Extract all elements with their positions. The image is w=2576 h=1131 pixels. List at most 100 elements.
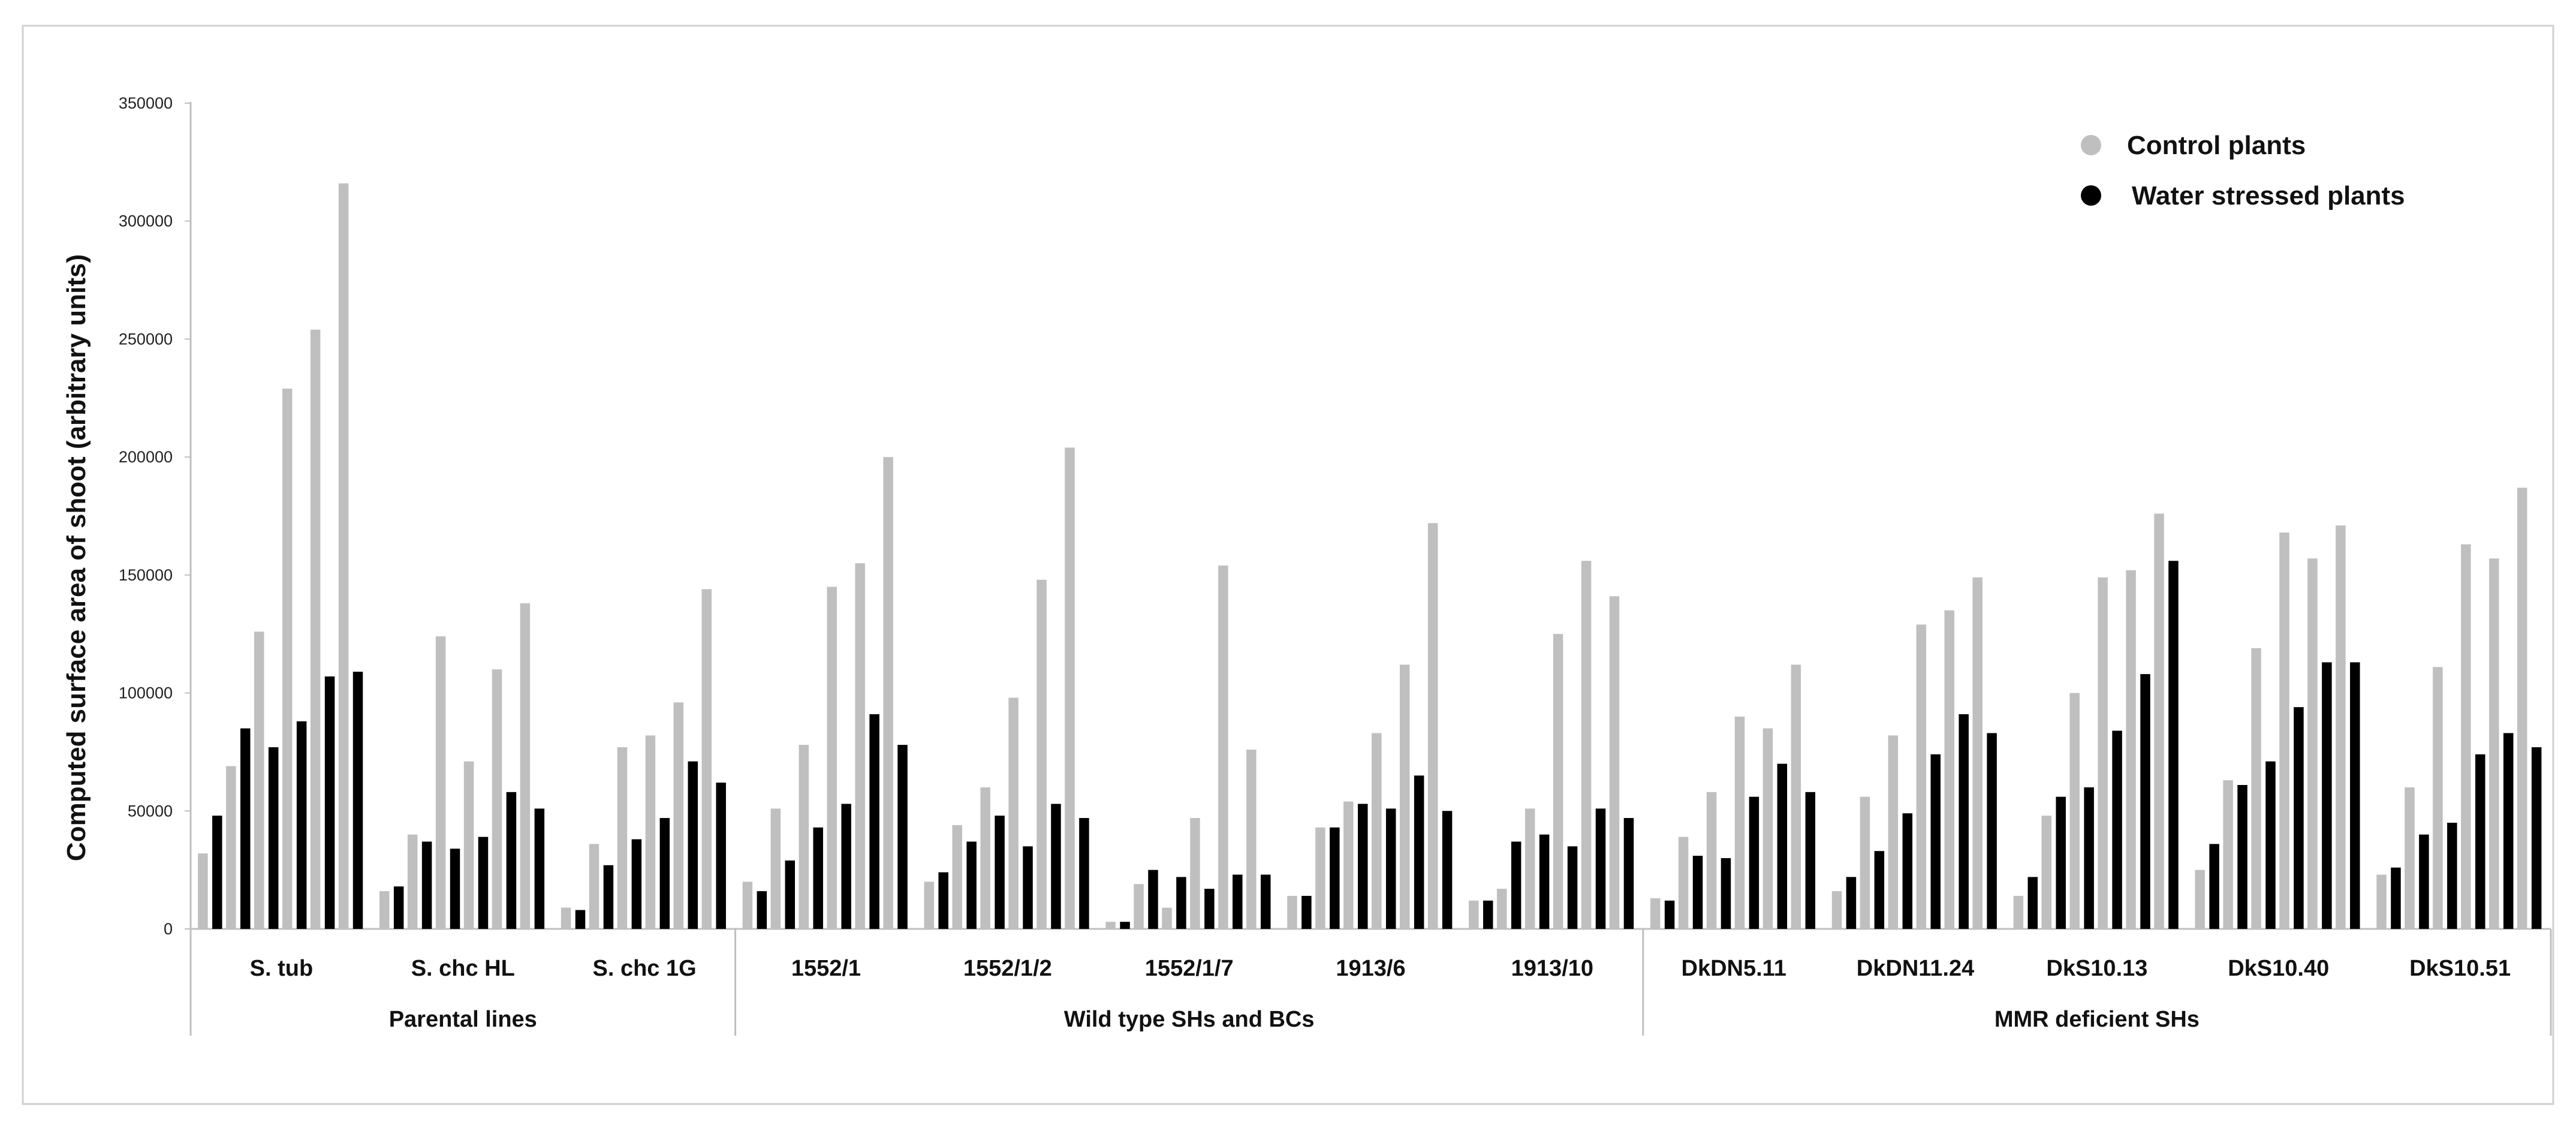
bar-control <box>980 787 990 929</box>
bar-water-stressed <box>1539 834 1550 929</box>
y-tick-label: 300000 <box>119 212 173 230</box>
bar-water-stressed <box>2475 754 2485 929</box>
bar-water-stressed <box>1959 714 1969 929</box>
bar-water-stressed <box>2027 877 2038 929</box>
bar-water-stressed <box>296 721 307 929</box>
bar-control <box>1524 808 1535 929</box>
bar-water-stressed <box>1567 846 1578 929</box>
bar-water-stressed <box>1846 877 1857 929</box>
bar-water-stressed <box>1260 874 1271 929</box>
bar-water-stressed <box>631 839 642 929</box>
category-bars-8 <box>1650 664 1816 929</box>
bar-water-stressed <box>2350 662 2360 929</box>
bar-water-stressed <box>2503 733 2514 929</box>
bar-control <box>561 907 571 929</box>
bar-water-stressed <box>995 816 1005 929</box>
bar-control <box>1734 716 1745 929</box>
bar-water-stressed <box>1664 900 1675 929</box>
bar-water-stressed <box>869 714 879 929</box>
x-category-label: 1913/10 <box>1511 956 1593 981</box>
bar-control <box>1553 634 1563 929</box>
bar-control <box>617 747 628 929</box>
bar-water-stressed <box>1805 792 1816 929</box>
bar-water-stressed <box>1692 856 1703 929</box>
x-axis-labels: S. tub S. chc HL S. chc 1G 1552/1 1552/1/2 15… <box>250 956 2511 1032</box>
bar-control <box>254 631 264 929</box>
bar-water-stressed <box>478 837 489 929</box>
bar-control <box>1343 801 1354 929</box>
bar-control <box>1944 610 1954 929</box>
bar-water-stressed <box>603 865 614 929</box>
x-group-label: MMR deficient SHs <box>1994 1007 2200 1032</box>
bar-water-stressed <box>785 860 796 929</box>
bar-water-stressed <box>2265 761 2276 929</box>
bar-control <box>827 586 837 929</box>
bar-water-stressed <box>1483 900 1493 929</box>
bar-water-stressed <box>1442 811 1453 929</box>
axes: 0 50000 100000 150000 200000 250000 300000 3500… <box>119 94 2552 1036</box>
y-tick-label: 250000 <box>119 330 173 348</box>
x-group-label: Wild type SHs and BCs <box>1064 1007 1315 1032</box>
bar-water-stressed <box>1148 870 1158 929</box>
bar-control <box>1496 889 1507 929</box>
bar-control <box>2195 870 2205 929</box>
bar-control <box>1581 561 1592 929</box>
category-bars-7 <box>1469 561 1634 929</box>
bar-control <box>742 882 753 929</box>
bar-control <box>1134 884 1144 929</box>
bar-control <box>1609 596 1620 929</box>
bar-water-stressed <box>688 761 698 929</box>
bar-control <box>1287 895 1297 929</box>
bar-control <box>1162 907 1172 929</box>
y-tick-label: 100000 <box>119 684 173 702</box>
bar-water-stressed <box>450 849 460 929</box>
bar-water-stressed <box>2322 662 2332 929</box>
x-category-label: 1552/1/7 <box>1145 956 1234 981</box>
x-category-label: 1913/6 <box>1336 956 1405 981</box>
legend-label: Water stressed plants <box>2132 181 2405 210</box>
bar-water-stressed <box>938 872 948 929</box>
bar-control <box>2517 488 2527 929</box>
bar-water-stressed <box>2419 834 2429 929</box>
bar-control <box>2223 780 2233 929</box>
x-category-label: S. tub <box>250 956 314 981</box>
bar-water-stressed <box>1204 889 1215 929</box>
bar-water-stressed <box>841 804 851 929</box>
bar-water-stressed <box>659 818 670 929</box>
bar-water-stressed <box>393 886 404 929</box>
bar-control <box>2069 693 2080 929</box>
bar-control <box>1008 697 1019 929</box>
bar-water-stressed <box>1233 874 1243 929</box>
x-category-label: DkS10.13 <box>2046 956 2147 981</box>
category-bars-11 <box>2195 525 2360 929</box>
bar-water-stressed <box>575 910 586 929</box>
category-bars-2 <box>561 589 726 929</box>
bar-control <box>379 891 390 929</box>
bar-control <box>1427 523 1438 929</box>
y-tick-label: 0 <box>164 920 173 938</box>
bar-control <box>701 589 712 929</box>
x-category-label: S. chc 1G <box>593 956 697 981</box>
x-category-label: DkDN5.11 <box>1682 956 1786 981</box>
bar-water-stressed <box>1051 804 1061 929</box>
bar-water-stressed <box>2084 787 2094 929</box>
bar-control <box>2461 544 2471 929</box>
bar-water-stressed <box>421 841 432 929</box>
bar-control <box>2336 525 2346 929</box>
category-bars-3 <box>742 457 908 929</box>
bar-water-stressed <box>2168 561 2179 929</box>
bar-water-stressed <box>2140 674 2150 929</box>
bar-water-stressed <box>2447 822 2457 929</box>
bar-water-stressed <box>813 827 823 929</box>
bar-control <box>2489 558 2499 929</box>
y-tick-label: 150000 <box>119 566 173 584</box>
bar-control <box>673 702 684 929</box>
bar-control <box>1762 728 1773 929</box>
bar-control <box>1888 735 1899 929</box>
x-category-label: DkDN11.24 <box>1857 956 1974 981</box>
x-category-label: S. chc HL <box>411 956 515 981</box>
bar-control <box>338 183 349 929</box>
bar-water-stressed <box>2112 730 2122 929</box>
